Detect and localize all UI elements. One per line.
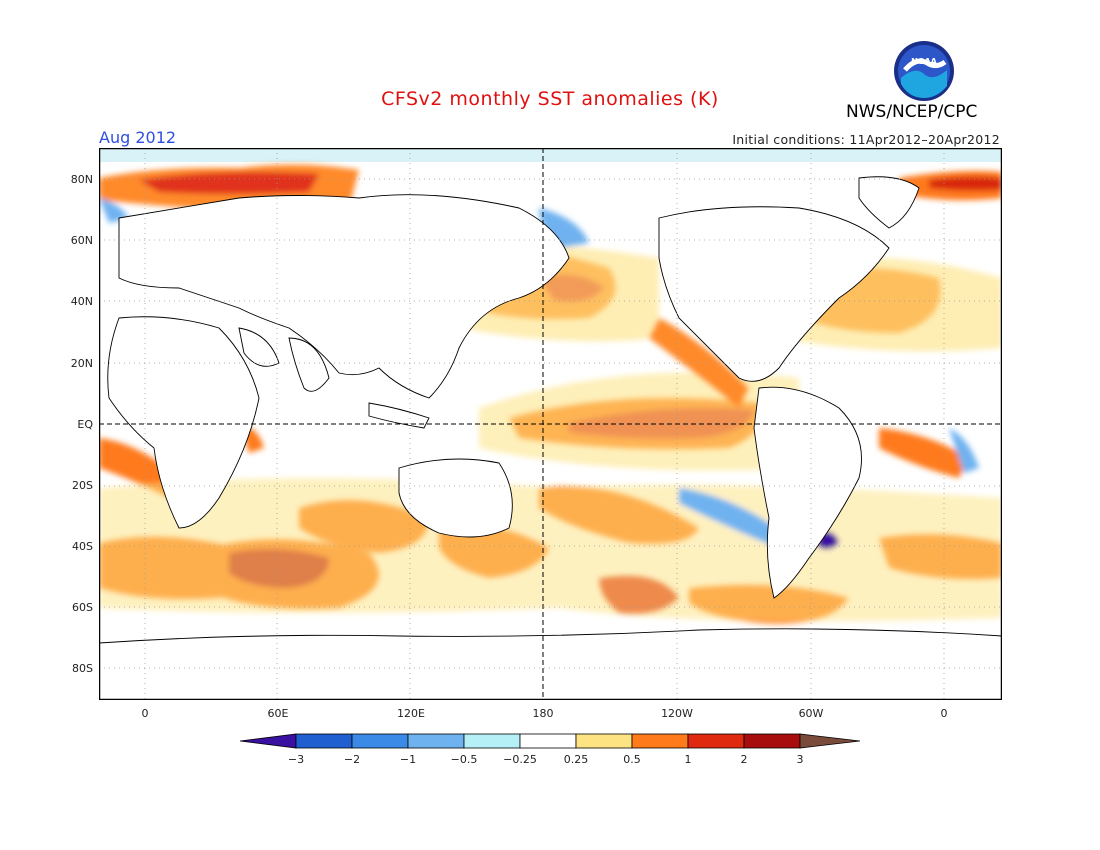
colorbar-swatch bbox=[463, 733, 521, 749]
lat-label: 20S bbox=[72, 479, 93, 492]
colorbar-swatch bbox=[687, 733, 745, 749]
colorbar-tick-label: −0.5 bbox=[451, 753, 478, 766]
colorbar-swatch bbox=[631, 733, 689, 749]
lon-label: 0 bbox=[940, 707, 948, 720]
colorbar-tick-label: 1 bbox=[685, 753, 692, 766]
anomaly-field bbox=[99, 164, 1002, 624]
lat-label: 80S bbox=[72, 662, 93, 675]
colorbar-swatch bbox=[295, 733, 353, 749]
lat-label: 20N bbox=[70, 357, 93, 370]
lon-label: 120E bbox=[397, 707, 425, 720]
noaa-logo-text: NOAA bbox=[911, 57, 937, 66]
colorbar-swatch bbox=[575, 733, 633, 749]
noaa-logo: NOAA bbox=[894, 41, 954, 101]
colorbar-tick-label: −1 bbox=[400, 753, 416, 766]
colorbar: −3 −2 −1 −0.5 −0.25 0.25 0.5 1 2 3 bbox=[240, 733, 860, 766]
map-frame bbox=[99, 148, 1002, 700]
colorbar-tick-label: −2 bbox=[344, 753, 360, 766]
colorbar-swatch bbox=[519, 733, 577, 749]
lon-label: 180 bbox=[532, 707, 554, 720]
colorbar-arrow-high bbox=[799, 733, 860, 749]
lat-label: EQ bbox=[77, 418, 93, 431]
colorbar-tick-label: 3 bbox=[797, 753, 804, 766]
colorbar-tick-label: −0.25 bbox=[503, 753, 537, 766]
lat-label: 40S bbox=[72, 540, 93, 553]
lon-label: 0 bbox=[141, 707, 149, 720]
land-masses bbox=[99, 176, 1002, 700]
colorbar-tick-label: 0.5 bbox=[623, 753, 641, 766]
lon-label: 120W bbox=[661, 707, 693, 720]
lat-label: 80N bbox=[70, 173, 93, 186]
forecast-month: Aug 2012 bbox=[99, 128, 177, 147]
arctic-ice-band bbox=[99, 148, 1002, 162]
colorbar-swatch bbox=[743, 733, 801, 749]
sst-anomaly-map bbox=[99, 148, 1002, 700]
lon-label: 60W bbox=[798, 707, 824, 720]
lat-label: 60S bbox=[72, 601, 93, 614]
colorbar-swatch bbox=[407, 733, 465, 749]
lon-label: 60E bbox=[267, 707, 289, 720]
colorbar-swatch bbox=[351, 733, 409, 749]
colorbar-tick-label: 2 bbox=[741, 753, 748, 766]
lat-label: 60N bbox=[70, 234, 93, 247]
lat-label: 40N bbox=[70, 295, 93, 308]
agency-label: NWS/NCEP/CPC bbox=[846, 102, 978, 122]
colorbar-tick-label: 0.25 bbox=[564, 753, 589, 766]
initial-conditions: Initial conditions: 11Apr2012–20Apr2012 bbox=[732, 132, 1000, 147]
colorbar-tick-label: −3 bbox=[288, 753, 304, 766]
colorbar-arrow-low bbox=[240, 733, 297, 749]
map-title: CFSv2 monthly SST anomalies (K) bbox=[381, 88, 719, 110]
